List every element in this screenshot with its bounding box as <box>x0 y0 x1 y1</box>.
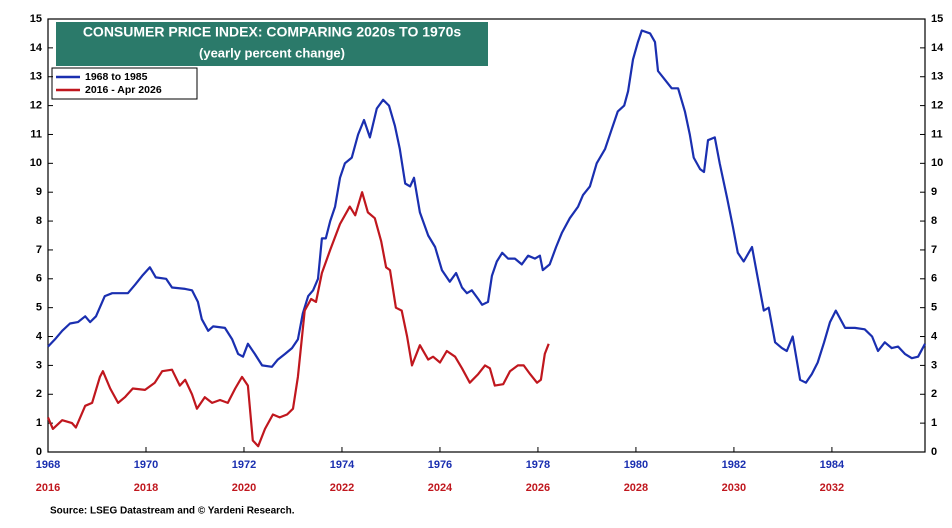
title-box <box>56 22 488 66</box>
y2-tick-label: 6 <box>931 273 937 285</box>
x-tick-label: 1970 <box>134 459 158 471</box>
legend-label: 2016 - Apr 2026 <box>85 84 162 96</box>
legend-box <box>51 67 198 100</box>
x2-tick-label: 2022 <box>330 482 354 494</box>
y-tick-label: 13 <box>30 71 42 83</box>
y2-tick-label: 4 <box>931 330 938 342</box>
y-tick-label: 5 <box>36 302 42 314</box>
y-tick-label: 12 <box>30 100 42 112</box>
x-tick-label: 1972 <box>232 459 256 471</box>
y2-tick-label: 10 <box>931 157 943 169</box>
y-tick-label: 14 <box>30 42 43 54</box>
x-tick-label: 1978 <box>526 459 550 471</box>
y2-tick-label: 9 <box>931 186 937 198</box>
chart-subtitle: (yearly percent change) <box>199 45 345 60</box>
y2-tick-label: 15 <box>931 13 943 25</box>
plot-frame <box>47 18 926 453</box>
y-tick-label: 11 <box>30 128 42 140</box>
x-tick-label: 1982 <box>722 459 746 471</box>
x2-tick-label: 2020 <box>232 482 256 494</box>
x2-tick-label: 2030 <box>722 482 746 494</box>
y-tick-label: 15 <box>30 13 42 25</box>
y-tick-label: 10 <box>30 157 42 169</box>
y-tick-label: 8 <box>36 215 42 227</box>
y2-tick-label: 13 <box>931 71 943 83</box>
x-tick-label: 1976 <box>428 459 452 471</box>
x-tick-label: 1984 <box>820 459 845 471</box>
x2-tick-label: 2032 <box>820 482 844 494</box>
y-tick-label: 9 <box>36 186 42 198</box>
y2-tick-label: 0 <box>931 446 937 458</box>
y-tick-label: 2 <box>36 388 42 400</box>
x2-tick-label: 2016 <box>36 482 60 494</box>
y2-tick-label: 7 <box>931 244 937 256</box>
y-tick-label: 6 <box>36 273 42 285</box>
x2-tick-label: 2026 <box>526 482 550 494</box>
y-tick-label: 1 <box>36 417 42 429</box>
x-tick-label: 1980 <box>624 459 648 471</box>
y-tick-label: 3 <box>36 359 42 371</box>
chart-title: CONSUMER PRICE INDEX: COMPARING 2020s TO… <box>83 24 462 40</box>
data-line <box>46 191 550 448</box>
y2-tick-label: 2 <box>931 388 937 400</box>
y2-tick-label: 12 <box>931 100 943 112</box>
legend-label: 1968 to 1985 <box>85 71 148 83</box>
x2-tick-label: 2028 <box>624 482 648 494</box>
y-tick-label: 7 <box>36 244 42 256</box>
y2-tick-label: 14 <box>931 42 944 54</box>
x-tick-label: 1968 <box>36 459 60 471</box>
y2-tick-label: 1 <box>931 417 937 429</box>
source-note: Source: LSEG Datastream and © Yardeni Re… <box>50 506 295 517</box>
y2-tick-label: 5 <box>931 302 937 314</box>
y2-tick-label: 11 <box>931 128 943 140</box>
y2-tick-label: 8 <box>931 215 937 227</box>
y-tick-label: 0 <box>36 446 42 458</box>
y2-tick-label: 3 <box>931 359 937 371</box>
x2-tick-label: 2018 <box>134 482 158 494</box>
x2-tick-label: 2024 <box>428 482 453 494</box>
data-line <box>47 29 926 384</box>
x-tick-label: 1974 <box>330 459 355 471</box>
y-tick-label: 4 <box>36 330 43 342</box>
